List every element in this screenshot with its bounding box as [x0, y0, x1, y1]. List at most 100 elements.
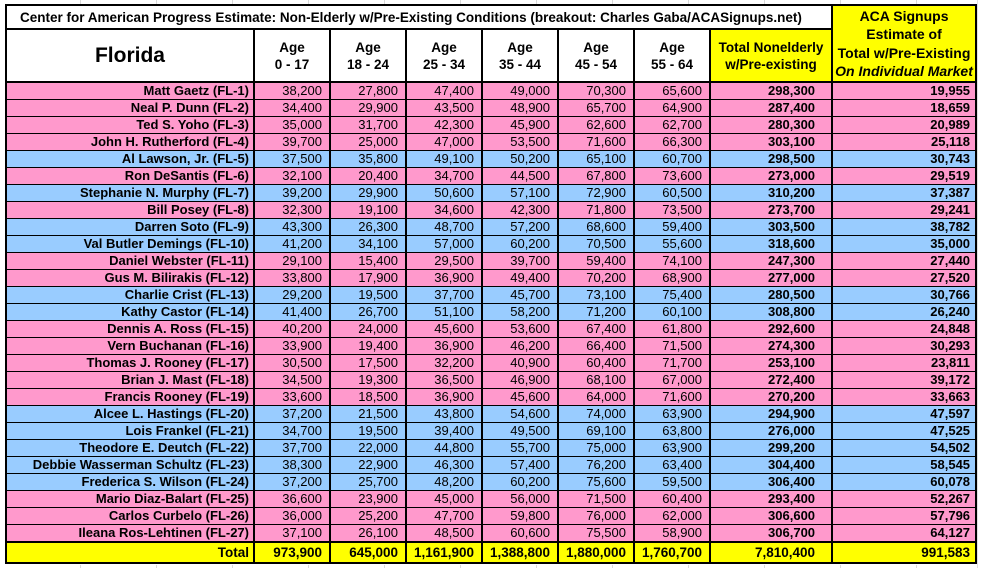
total-nonelderly-value: 273,700: [708, 201, 834, 219]
aca-header-line-3: Total w/Pre-Existing: [837, 44, 971, 61]
spreadsheet-gridline-right: [977, 0, 978, 568]
age-value-0: 43,300: [253, 218, 331, 236]
total-nonelderly-value: 270,200: [708, 388, 834, 406]
age-value-4: 62,600: [557, 116, 635, 134]
total-nonelderly-value: 298,500: [708, 150, 834, 168]
total-nonelderly-value: 318,600: [708, 235, 834, 253]
age-value-4: 75,600: [557, 473, 635, 491]
age-value-4: 59,400: [557, 252, 635, 270]
total-age-25-34: 1,161,900: [405, 541, 483, 564]
age-value-2: 36,900: [405, 388, 483, 406]
aca-header-line-1: ACA Signups: [859, 7, 949, 24]
age-value-2: 49,100: [405, 150, 483, 168]
district-name: Alcee L. Hastings (FL-20): [5, 405, 255, 423]
age-value-2: 32,200: [405, 354, 483, 372]
total-nonelderly-value: 294,900: [708, 405, 834, 423]
age-value-2: 48,200: [405, 473, 483, 491]
district-name: Theodore E. Deutch (FL-22): [5, 439, 255, 457]
district-row: John H. Rutherford (FL-4) 39,700 25,000 47,…: [5, 133, 978, 151]
age-value-0: 40,200: [253, 320, 331, 338]
age-value-2: 45,600: [405, 320, 483, 338]
age-value-3: 57,100: [481, 184, 559, 202]
age-value-5: 74,100: [633, 252, 711, 270]
total-age-45-54: 1,880,000: [557, 541, 635, 564]
district-name: Ileana Ros-Lehtinen (FL-27): [5, 524, 255, 543]
age-value-1: 21,500: [329, 405, 407, 423]
age-value-1: 17,500: [329, 354, 407, 372]
total-nonelderly-value: 274,300: [708, 337, 834, 355]
grand-total-nonelderly: 7,810,400: [708, 541, 834, 564]
age-value-4: 75,000: [557, 439, 635, 457]
age-value-2: 29,500: [405, 252, 483, 270]
district-name: Vern Buchanan (FL-16): [5, 337, 255, 355]
age-value-0: 37,200: [253, 473, 331, 491]
age-value-2: 44,800: [405, 439, 483, 457]
age-value-1: 29,900: [329, 99, 407, 117]
age-value-1: 19,400: [329, 337, 407, 355]
age-header-0-17: Age 0 - 17: [253, 28, 331, 83]
state-header: Florida: [5, 28, 255, 83]
age-range: 18 - 24: [346, 56, 390, 72]
age-value-3: 57,400: [481, 456, 559, 474]
age-value-3: 58,200: [481, 303, 559, 321]
age-value-3: 53,500: [481, 133, 559, 151]
age-value-5: 63,400: [633, 456, 711, 474]
age-value-4: 76,000: [557, 507, 635, 525]
age-value-4: 67,400: [557, 320, 635, 338]
age-value-0: 37,200: [253, 405, 331, 423]
aca-signups-value: 37,387: [831, 184, 978, 202]
age-value-0: 34,400: [253, 99, 331, 117]
age-value-0: 29,200: [253, 286, 331, 304]
district-row: Frederica S. Wilson (FL-24) 37,200 25,700 4…: [5, 473, 978, 491]
age-word: Age: [355, 39, 381, 55]
district-name: Daniel Webster (FL-11): [5, 252, 255, 270]
age-value-2: 39,400: [405, 422, 483, 440]
age-range: 35 - 44: [498, 56, 542, 72]
age-value-5: 73,600: [633, 167, 711, 185]
aca-signups-value: 47,597: [831, 405, 978, 423]
district-name: Neal P. Dunn (FL-2): [5, 99, 255, 117]
total-nonelderly-value: 293,400: [708, 490, 834, 508]
age-value-3: 49,400: [481, 269, 559, 287]
age-value-4: 65,100: [557, 150, 635, 168]
district-row: Kathy Castor (FL-14) 41,400 26,700 51,100 58…: [5, 303, 978, 321]
age-header-35-44: Age 35 - 44: [481, 28, 559, 83]
district-name: Lois Frankel (FL-21): [5, 422, 255, 440]
age-value-5: 60,500: [633, 184, 711, 202]
age-value-0: 34,700: [253, 422, 331, 440]
age-value-2: 34,600: [405, 201, 483, 219]
aca-signups-value: 64,127: [831, 524, 978, 543]
district-row: Stephanie N. Murphy (FL-7) 39,200 29,900 50…: [5, 184, 978, 202]
total-nonelderly-value: 306,600: [708, 507, 834, 525]
district-row: Theodore E. Deutch (FL-22) 37,700 22,000 44…: [5, 439, 978, 457]
age-value-4: 68,600: [557, 218, 635, 236]
age-header-18-24: Age 18 - 24: [329, 28, 407, 83]
district-row: Darren Soto (FL-9) 43,300 26,300 48,700 57,2…: [5, 218, 978, 236]
age-value-2: 45,000: [405, 490, 483, 508]
age-value-5: 62,700: [633, 116, 711, 134]
grand-total-aca-signups: 991,583: [831, 541, 978, 564]
age-value-0: 33,800: [253, 269, 331, 287]
aca-signups-value: 30,293: [831, 337, 978, 355]
age-value-1: 22,900: [329, 456, 407, 474]
age-value-0: 34,500: [253, 371, 331, 389]
age-value-5: 67,000: [633, 371, 711, 389]
age-value-0: 33,900: [253, 337, 331, 355]
age-word: Age: [583, 39, 609, 55]
district-name: John H. Rutherford (FL-4): [5, 133, 255, 151]
district-name: Thomas J. Rooney (FL-17): [5, 354, 255, 372]
total-nonelderly-value: 253,100: [708, 354, 834, 372]
age-value-5: 68,900: [633, 269, 711, 287]
district-row: Matt Gaetz (FL-1) 38,200 27,800 47,400 49,00…: [5, 81, 978, 100]
age-value-0: 35,000: [253, 116, 331, 134]
age-value-1: 26,300: [329, 218, 407, 236]
age-value-2: 43,800: [405, 405, 483, 423]
age-value-3: 59,800: [481, 507, 559, 525]
aca-signups-value: 29,519: [831, 167, 978, 185]
age-value-3: 42,300: [481, 201, 559, 219]
aca-header-line-2: Estimate of: [866, 26, 942, 42]
total-nonelderly-value: 303,500: [708, 218, 834, 236]
district-row: Ron DeSantis (FL-6) 32,100 20,400 34,700 44,…: [5, 167, 978, 185]
age-value-4: 71,500: [557, 490, 635, 508]
district-row: Dennis A. Ross (FL-15) 40,200 24,000 45,600…: [5, 320, 978, 338]
